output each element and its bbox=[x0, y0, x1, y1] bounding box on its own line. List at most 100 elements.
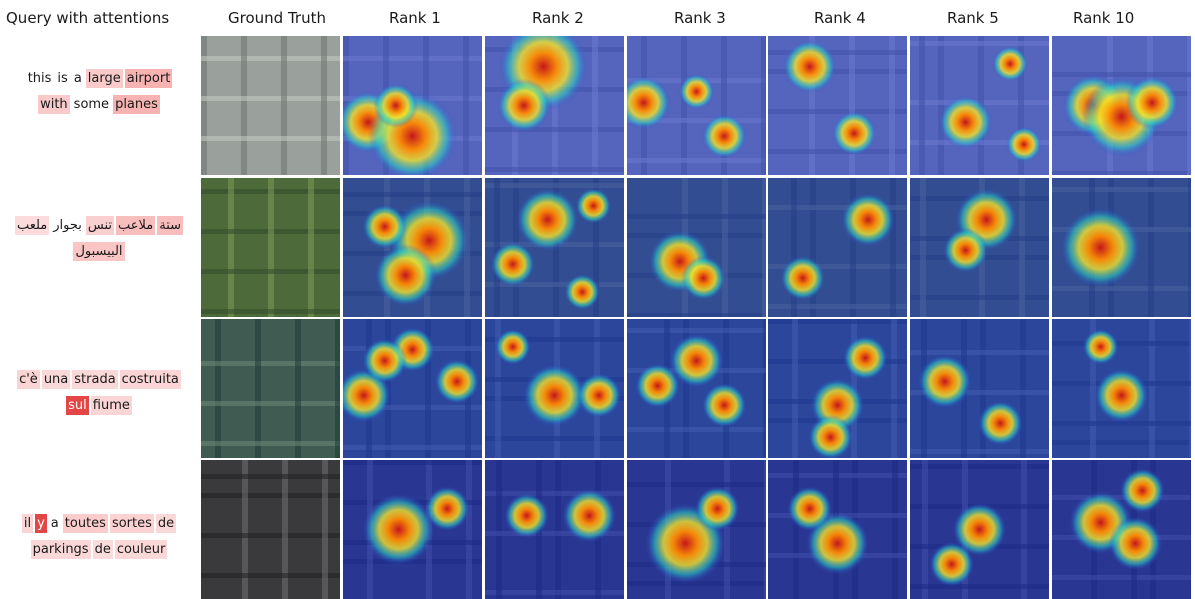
attention-hotspot bbox=[523, 364, 586, 427]
ground-truth-image bbox=[201, 460, 340, 599]
attention-map-image bbox=[485, 178, 624, 317]
attention-hotspot bbox=[787, 486, 832, 531]
attention-map-image bbox=[910, 36, 1049, 175]
query-token: بجوار bbox=[53, 218, 82, 233]
query-token: with bbox=[38, 95, 70, 114]
query-baseball: ستةملاعبتنسبجوارملعب البيسبول bbox=[0, 213, 198, 265]
query-token: ملاعب bbox=[116, 216, 156, 235]
attention-hotspot bbox=[575, 188, 612, 224]
attention-map-image bbox=[1052, 178, 1191, 317]
attention-hotspot bbox=[831, 111, 877, 156]
attention-hotspot bbox=[343, 368, 391, 423]
attention-hotspot bbox=[564, 274, 601, 310]
attention-hotspot bbox=[681, 255, 726, 301]
attention-hotspot bbox=[635, 363, 680, 408]
attention-hotspot bbox=[1108, 516, 1163, 571]
attention-map-image bbox=[768, 178, 907, 317]
attention-map-image bbox=[1052, 460, 1191, 599]
attention-hotspot bbox=[562, 488, 616, 543]
attention-hotspot bbox=[1082, 329, 1119, 365]
attention-map-image bbox=[910, 319, 1049, 458]
attention-hotspot bbox=[1125, 76, 1179, 130]
attention-hotspot bbox=[943, 228, 988, 273]
query-token: تنس bbox=[85, 216, 114, 235]
query-token: de bbox=[155, 514, 177, 533]
query-token: strada bbox=[72, 370, 118, 389]
query-token: البيسبول bbox=[73, 242, 125, 261]
query-token: sul bbox=[66, 396, 89, 415]
attention-hotspot bbox=[938, 95, 993, 149]
attention-hotspot bbox=[627, 76, 671, 130]
attention-hotspot bbox=[918, 354, 972, 409]
attention-hotspot bbox=[497, 78, 551, 133]
attention-hotspot bbox=[374, 244, 437, 307]
attention-hotspot bbox=[576, 373, 622, 418]
query-token: sortes bbox=[109, 514, 154, 533]
attention-map-image bbox=[910, 460, 1049, 599]
attention-hotspot bbox=[780, 255, 825, 301]
query-token: de bbox=[92, 540, 113, 559]
attention-map-image bbox=[768, 460, 907, 599]
query-token: costruita bbox=[119, 370, 181, 389]
attention-map-image bbox=[1052, 36, 1191, 175]
attention-hotspot bbox=[490, 241, 536, 287]
query-line: ستةملاعبتنسبجوارملعب البيسبول bbox=[0, 213, 198, 265]
attention-map-image bbox=[343, 178, 482, 317]
query-token: a bbox=[73, 71, 82, 86]
query-line: il y a toutes sortes de bbox=[0, 511, 198, 537]
query-line: with some planes bbox=[0, 92, 198, 118]
rank-10-header: Rank 10 bbox=[1073, 9, 1135, 27]
query-token: y bbox=[35, 514, 47, 533]
ground-truth-image bbox=[201, 319, 340, 458]
attention-map-image bbox=[768, 319, 907, 458]
attention-map-image bbox=[627, 178, 766, 317]
query-token: a bbox=[50, 516, 59, 531]
rank-5-header: Rank 5 bbox=[947, 9, 999, 27]
attention-hotspot bbox=[992, 46, 1028, 82]
query-airport: this is a large airport with some planes bbox=[0, 66, 198, 118]
query-line: this is a large airport bbox=[0, 66, 198, 92]
ground-truth-header: Ground Truth bbox=[228, 9, 326, 27]
query-line: c'è una strada costruita bbox=[0, 367, 198, 393]
attention-hotspot bbox=[702, 382, 747, 428]
attention-map-image bbox=[627, 460, 766, 599]
attention-hotspot bbox=[495, 329, 531, 365]
attention-hotspot bbox=[695, 486, 740, 531]
query-token: couleur bbox=[114, 540, 168, 559]
rank-4-header: Rank 4 bbox=[814, 9, 866, 27]
query-header: Query with attentions bbox=[6, 9, 170, 27]
attention-hotspot bbox=[362, 204, 407, 249]
attention-hotspot bbox=[841, 193, 895, 247]
query-token: una bbox=[41, 370, 71, 389]
attention-hotspot bbox=[929, 542, 974, 587]
query-token: il bbox=[21, 514, 34, 533]
query-token: large bbox=[85, 69, 123, 88]
rank-3-header: Rank 3 bbox=[674, 9, 726, 27]
rank-2-header: Rank 2 bbox=[532, 9, 584, 27]
attention-hotspot bbox=[1060, 207, 1141, 288]
query-token: some bbox=[73, 97, 110, 112]
attention-hotspot bbox=[425, 486, 470, 531]
query-token: parkings bbox=[30, 540, 91, 559]
ground-truth-image bbox=[201, 178, 340, 317]
query-token: fiume bbox=[90, 396, 132, 415]
attention-map-image bbox=[343, 460, 482, 599]
attention-map-image bbox=[627, 319, 766, 458]
attention-hotspot bbox=[362, 338, 407, 383]
attention-hotspot bbox=[516, 188, 579, 251]
attention-hotspot bbox=[978, 401, 1023, 446]
attention-hotspot bbox=[373, 83, 419, 128]
query-token: toutes bbox=[62, 514, 108, 533]
query-token: airport bbox=[124, 69, 173, 88]
query-line: parkings de couleur bbox=[0, 537, 198, 563]
query-token: is bbox=[57, 71, 68, 86]
attention-hotspot bbox=[1094, 368, 1149, 423]
query-token: c'è bbox=[17, 370, 40, 389]
attention-hotspot bbox=[678, 73, 715, 110]
attention-hotspot bbox=[806, 512, 869, 575]
query-token: ملعب bbox=[14, 216, 50, 235]
attention-hotspot bbox=[363, 493, 435, 566]
attention-hotspot bbox=[669, 334, 724, 388]
attention-hotspot bbox=[1120, 468, 1165, 513]
query-token: this bbox=[27, 71, 52, 86]
